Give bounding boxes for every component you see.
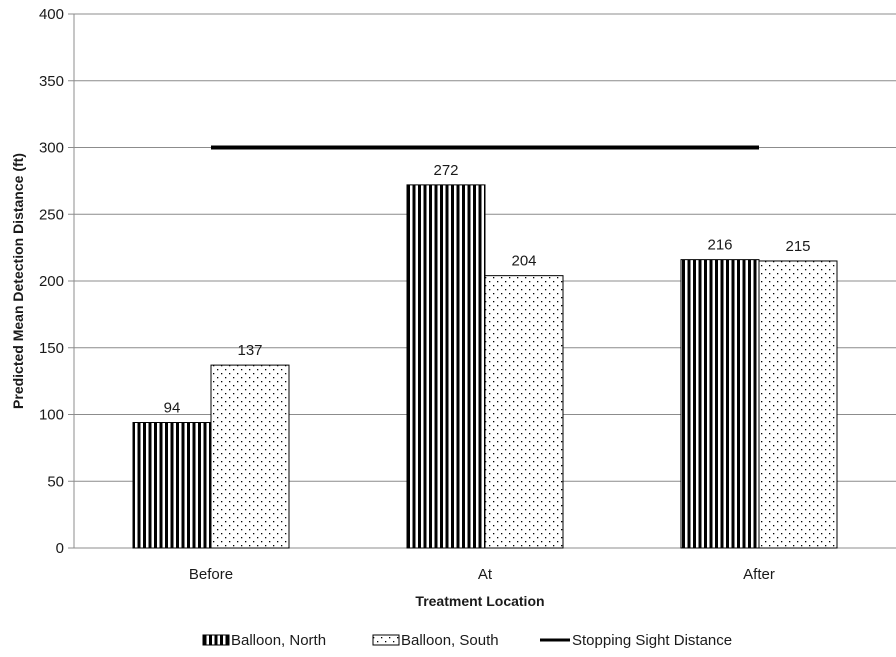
legend-label: Stopping Sight Distance	[572, 632, 732, 649]
data-label: 216	[707, 237, 732, 254]
bars	[132, 184, 838, 549]
data-label: 272	[433, 162, 458, 179]
y-tick-label: 50	[47, 473, 64, 490]
legend-label: Balloon, South	[401, 632, 499, 649]
y-tick-label: 300	[39, 140, 64, 157]
y-tick-label: 150	[39, 340, 64, 357]
data-label: 215	[785, 238, 810, 255]
bar	[680, 259, 760, 549]
data-labels: 94 137 272 204 216 215	[164, 162, 811, 417]
y-tick-label: 350	[39, 73, 64, 90]
legend-swatch	[202, 634, 230, 646]
y-tick-label: 100	[39, 407, 64, 424]
bar	[132, 422, 212, 549]
y-axis-ticks: 0 50 100 150 200 250 300 350 400	[39, 6, 64, 557]
data-label: 137	[237, 342, 262, 359]
legend-swatch	[372, 634, 400, 646]
data-label: 204	[511, 253, 536, 270]
y-axis-title: Predicted Mean Detection Distance (ft)	[10, 153, 26, 409]
y-tick-label: 200	[39, 273, 64, 290]
data-label: 94	[164, 400, 181, 417]
legend-item: Balloon, South	[372, 632, 499, 649]
legend-item: Stopping Sight Distance	[540, 632, 732, 649]
legend: Balloon, North Balloon, South Stopping Sig…	[202, 632, 732, 649]
y-tick-label: 0	[56, 540, 64, 557]
x-tick-label: After	[743, 566, 775, 583]
x-tick-label: At	[478, 566, 493, 583]
legend-label: Balloon, North	[231, 632, 326, 649]
x-axis-title: Treatment Location	[415, 593, 544, 609]
y-tick-label: 400	[39, 6, 64, 23]
bar	[210, 364, 290, 549]
y-tick-label: 250	[39, 206, 64, 223]
bar	[758, 260, 838, 549]
x-axis-ticks: Before At After	[189, 566, 775, 583]
legend-item: Balloon, North	[202, 632, 326, 649]
bar	[484, 275, 564, 549]
x-tick-label: Before	[189, 566, 233, 583]
bar	[406, 184, 486, 549]
